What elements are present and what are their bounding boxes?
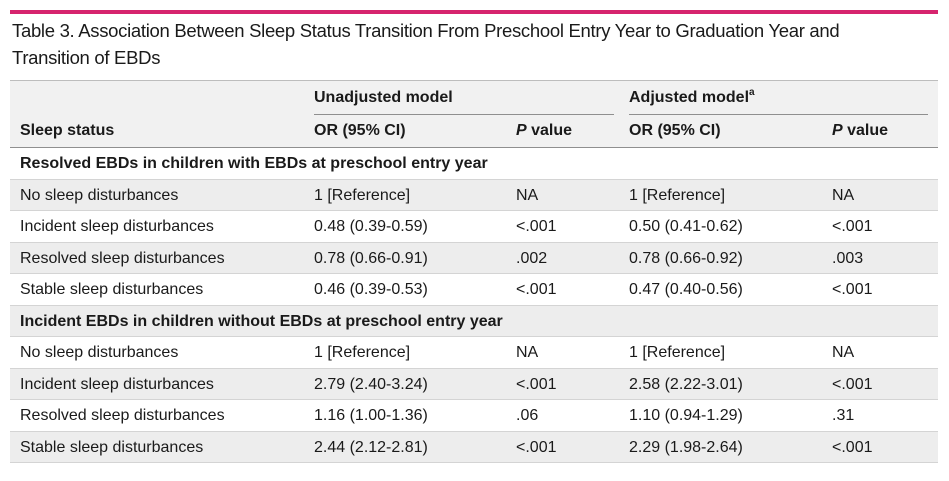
cell-or-adjusted: 1 [Reference] xyxy=(629,344,726,361)
table-row: Resolved sleep disturbances 1.16 (1.00-1… xyxy=(10,400,938,432)
group-rule-adjusted xyxy=(629,114,928,115)
table-row: Incident sleep disturbances 0.48 (0.39-0… xyxy=(10,211,938,243)
cell-status: Incident sleep disturbances xyxy=(20,375,214,393)
table-row: No sleep disturbances 1 [Reference] NA 1… xyxy=(10,337,938,369)
cell-p-adjusted: <.001 xyxy=(832,438,873,456)
section-header: Resolved EBDs in children with EBDs at p… xyxy=(10,148,938,180)
cell-or-adjusted: 0.78 (0.66-0.92) xyxy=(629,249,743,267)
cell-or-adjusted: 2.58 (2.22-3.01) xyxy=(629,375,743,393)
col-header-status: Sleep status xyxy=(20,122,115,139)
cell-p-adjusted: NA xyxy=(832,344,855,361)
table-row: Incident sleep disturbances 2.79 (2.40-3… xyxy=(10,368,938,400)
data-table: Unadjusted model Adjusted modela Sleep s… xyxy=(10,80,938,463)
table-row: Stable sleep disturbances 0.46 (0.39-0.5… xyxy=(10,274,938,306)
cell-p-adjusted: <.001 xyxy=(832,281,873,298)
cell-or-unadjusted: 0.78 (0.66-0.91) xyxy=(314,249,428,267)
accent-rule xyxy=(10,10,938,14)
cell-p-adjusted: .003 xyxy=(832,249,864,267)
col-header-p-adjusted: P value xyxy=(832,122,889,139)
cell-or-unadjusted: 2.44 (2.12-2.81) xyxy=(314,438,428,456)
cell-p-adjusted: <.001 xyxy=(832,375,873,393)
table-row: Stable sleep disturbances 2.44 (2.12-2.8… xyxy=(10,431,938,463)
group-unadjusted: Unadjusted model xyxy=(314,89,453,106)
cell-p-adjusted: .31 xyxy=(832,407,855,424)
cell-status: Stable sleep disturbances xyxy=(20,438,204,456)
cell-p-unadjusted: <.001 xyxy=(516,218,557,235)
cell-p-unadjusted: <.001 xyxy=(516,375,557,393)
cell-or-unadjusted: 0.46 (0.39-0.53) xyxy=(314,281,428,298)
col-header-p-unadjusted: P value xyxy=(516,122,573,139)
cell-or-unadjusted: 1.16 (1.00-1.36) xyxy=(314,407,428,424)
cell-or-adjusted: 2.29 (1.98-2.64) xyxy=(629,438,743,456)
cell-or-adjusted: 0.47 (0.40-0.56) xyxy=(629,281,743,298)
cell-p-unadjusted: .06 xyxy=(516,407,539,424)
cell-or-unadjusted: 2.79 (2.40-3.24) xyxy=(314,375,428,393)
cell-status: Incident sleep disturbances xyxy=(20,218,214,235)
cell-status: No sleep disturbances xyxy=(20,344,179,361)
cell-p-unadjusted: <.001 xyxy=(516,281,557,298)
cell-p-unadjusted: NA xyxy=(516,186,539,204)
cell-status: Resolved sleep disturbances xyxy=(20,249,225,267)
cell-or-unadjusted: 1 [Reference] xyxy=(314,186,411,204)
footnote-marker: a xyxy=(749,87,755,98)
table-row: No sleep disturbances 1 [Reference] NA 1… xyxy=(10,179,938,211)
cell-or-adjusted: 0.50 (0.41-0.62) xyxy=(629,218,743,235)
cell-p-adjusted: <.001 xyxy=(832,218,873,235)
table-title: Table 3. Association Between Sleep Statu… xyxy=(12,20,840,68)
cell-or-adjusted: 1 [Reference] xyxy=(629,186,726,204)
section-header: Incident EBDs in children without EBDs a… xyxy=(10,305,938,337)
cell-status: No sleep disturbances xyxy=(20,186,179,204)
col-header-or-adjusted: OR (95% CI) xyxy=(629,122,721,139)
cell-status: Resolved sleep disturbances xyxy=(20,407,225,424)
col-header-or-unadjusted: OR (95% CI) xyxy=(314,122,406,139)
group-adjusted: Adjusted modela xyxy=(629,87,755,106)
cell-p-unadjusted: .002 xyxy=(516,249,548,267)
cell-status: Stable sleep disturbances xyxy=(20,281,204,298)
cell-p-adjusted: NA xyxy=(832,186,855,204)
cell-p-unadjusted: <.001 xyxy=(516,438,557,456)
table-header: Unadjusted model Adjusted modela Sleep s… xyxy=(10,80,938,148)
table-row: Resolved sleep disturbances 0.78 (0.66-0… xyxy=(10,242,938,274)
section-title: Incident EBDs in children without EBDs a… xyxy=(20,312,503,330)
cell-p-unadjusted: NA xyxy=(516,344,539,361)
cell-or-unadjusted: 0.48 (0.39-0.59) xyxy=(314,218,428,235)
section-title: Resolved EBDs in children with EBDs at p… xyxy=(20,155,488,172)
group-rule-unadjusted xyxy=(314,114,614,115)
cell-or-adjusted: 1.10 (0.94-1.29) xyxy=(629,407,743,424)
cell-or-unadjusted: 1 [Reference] xyxy=(314,344,411,361)
